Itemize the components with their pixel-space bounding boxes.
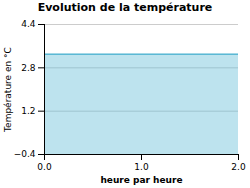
html-text:Evolution de la température: Evolution de la température bbox=[37, 1, 213, 14]
svg-text:0.0: 0.0 bbox=[37, 162, 52, 172]
svg-text:2.0: 2.0 bbox=[231, 162, 246, 172]
svg-text:2.8: 2.8 bbox=[21, 63, 36, 73]
svg-text:heure par heure: heure par heure bbox=[100, 175, 182, 185]
svg-text:1.0: 1.0 bbox=[134, 162, 149, 172]
svg-text:1.2: 1.2 bbox=[21, 106, 35, 116]
svg-text:4.4: 4.4 bbox=[21, 19, 36, 29]
svg-text:Température en °C: Température en °C bbox=[3, 47, 13, 133]
svg-text:−0.4: −0.4 bbox=[14, 149, 36, 159]
